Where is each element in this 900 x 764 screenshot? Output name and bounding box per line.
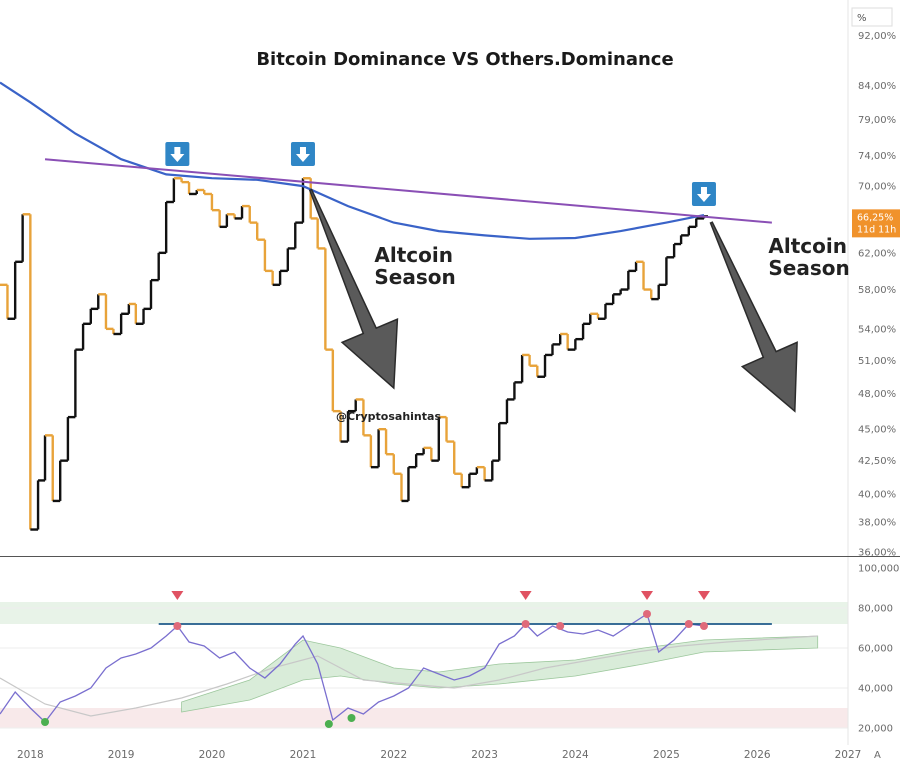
x-tick-label: 2021 bbox=[290, 749, 317, 761]
x-tick-label: 2027 bbox=[835, 749, 862, 761]
sub-y-tick-label: 80,000 bbox=[858, 604, 893, 615]
level-band bbox=[0, 708, 848, 728]
down-arrow-marker bbox=[290, 141, 315, 166]
sell-signal-dot bbox=[521, 620, 530, 628]
main-y-tick-label: 70,00% bbox=[858, 182, 896, 193]
main-y-tick-label: 54,00% bbox=[858, 324, 896, 335]
main-y-tick-label: 40,00% bbox=[858, 490, 896, 501]
auto-scale-label: A bbox=[874, 750, 881, 761]
sub-y-tick-label: 60,000 bbox=[858, 644, 893, 655]
down-arrow-icon bbox=[170, 146, 185, 162]
main-y-tick-label: 38,00% bbox=[858, 518, 896, 529]
main-y-tick-label: 42,50% bbox=[858, 456, 896, 467]
main-y-tick-label: 84,00% bbox=[858, 81, 896, 92]
ichimoku-cloud bbox=[181, 635, 819, 713]
main-y-tick-label: 62,00% bbox=[858, 248, 896, 259]
down-arrow-marker bbox=[165, 141, 190, 166]
trendline bbox=[44, 158, 772, 224]
sell-signal-dot bbox=[173, 622, 182, 630]
main-y-tick-label: 58,00% bbox=[858, 285, 896, 296]
moving-average-line bbox=[0, 81, 705, 240]
down-arrow-icon bbox=[295, 146, 310, 162]
sub-y-tick-label: 20,000 bbox=[858, 724, 893, 735]
baseline-line bbox=[0, 635, 818, 717]
sub-y-tick-label: 40,000 bbox=[858, 684, 893, 695]
main-y-tick-label: 79,00% bbox=[858, 115, 896, 126]
x-tick-label: 2020 bbox=[199, 749, 226, 761]
x-tick-label: 2024 bbox=[562, 749, 589, 761]
x-tick-label: 2023 bbox=[471, 749, 498, 761]
annotation-text: Season bbox=[768, 256, 849, 280]
sell-triangle-marker bbox=[697, 591, 710, 600]
x-tick-label: 2026 bbox=[744, 749, 771, 761]
buy-signal-dot bbox=[347, 714, 356, 722]
main-y-tick-label: 45,00% bbox=[858, 425, 896, 436]
percent-scale-label: % bbox=[857, 13, 867, 24]
sub-y-tick-label: 100,000 bbox=[858, 564, 899, 575]
sell-signal-dot bbox=[643, 610, 652, 618]
price-badge-value: 66,25% bbox=[857, 212, 893, 223]
main-panel-bg bbox=[0, 0, 900, 556]
x-tick-label: 2022 bbox=[380, 749, 407, 761]
annotation-text: Altcoin bbox=[768, 234, 847, 258]
price-badge-countdown: 11d 11h bbox=[857, 224, 896, 235]
main-y-tick-label: 48,00% bbox=[858, 389, 896, 400]
sell-signal-dot bbox=[699, 622, 708, 630]
annotation-text: Altcoin bbox=[374, 243, 453, 267]
percent-scale-box bbox=[851, 7, 893, 27]
main-y-tick-label: 92,00% bbox=[858, 31, 896, 42]
price-badge bbox=[852, 209, 900, 238]
x-tick-label: 2025 bbox=[653, 749, 680, 761]
main-y-tick-label: 74,00% bbox=[858, 151, 896, 162]
down-arrow-icon bbox=[696, 186, 711, 202]
sell-signal-dot bbox=[556, 622, 565, 630]
sell-triangle-marker bbox=[641, 591, 654, 600]
x-tick-label: 2019 bbox=[108, 749, 135, 761]
level-band bbox=[0, 602, 848, 624]
x-tick-label: 2018 bbox=[17, 749, 44, 761]
chart-title: Bitcoin Dominance VS Others.Dominance bbox=[256, 49, 673, 70]
down-arrow-marker bbox=[691, 181, 716, 206]
big-arrow bbox=[709, 221, 798, 413]
buy-signal-dot bbox=[41, 718, 50, 726]
buy-signal-dot bbox=[324, 720, 333, 728]
sell-triangle-marker bbox=[171, 591, 184, 600]
sell-signal-dot bbox=[684, 620, 693, 628]
watermark: @Cryptosahintas bbox=[336, 410, 441, 423]
main-y-tick-label: 51,00% bbox=[858, 356, 896, 367]
sell-triangle-marker bbox=[519, 591, 532, 600]
main-y-tick-label: 36,00% bbox=[858, 548, 896, 559]
oscillator-line bbox=[0, 612, 705, 723]
dominance-step-series bbox=[0, 177, 708, 531]
big-arrow bbox=[308, 188, 399, 390]
annotation-text: Season bbox=[374, 265, 455, 289]
